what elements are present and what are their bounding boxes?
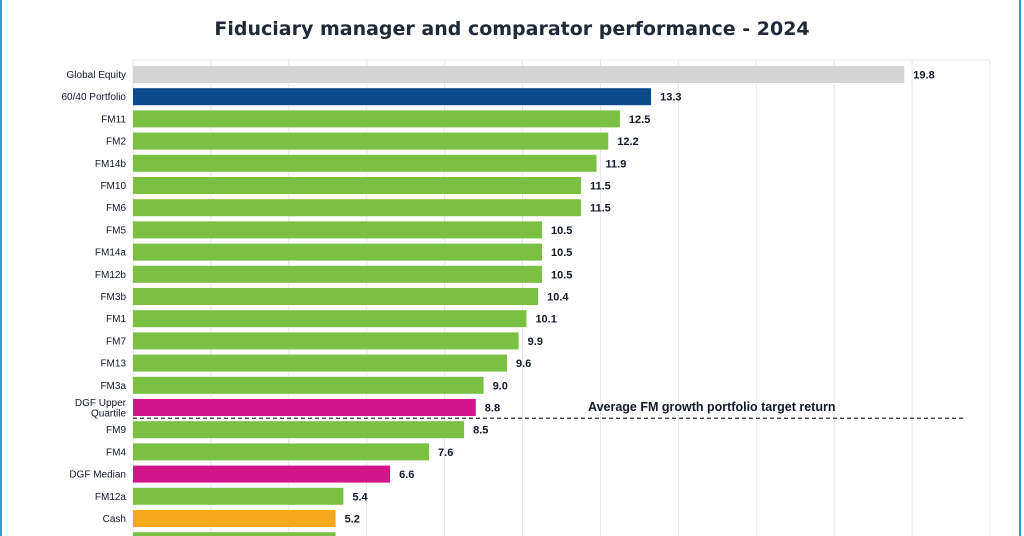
bar (133, 110, 620, 128)
value-label: 9.0 (493, 380, 508, 392)
bar (133, 443, 430, 461)
value-label: 6.6 (399, 469, 414, 481)
bar (133, 421, 465, 439)
category-label: FM6 (106, 203, 126, 214)
category-label: Global Equity (67, 70, 126, 81)
category-label: FM7 (106, 336, 126, 347)
category-label: FM11 (101, 114, 126, 125)
value-labels: 19.8 13.3 12.5 12.2 11.9 11.5 11.5 10.5 10.5 10.5… (345, 70, 935, 526)
value-label: 12.5 (629, 114, 650, 126)
value-label: 11.5 (590, 181, 611, 193)
category-label: FM14a (95, 248, 127, 259)
bar (133, 243, 543, 261)
bar (133, 332, 519, 350)
annotation: Average FM growth portfolio target retur… (133, 400, 966, 419)
value-label: 9.6 (516, 358, 531, 370)
category-labels: Global Equity 60/40 Portfolio FM11 FM2 FM14b… (62, 70, 127, 525)
value-label: 11.9 (606, 158, 627, 170)
value-label: 9.9 (528, 336, 543, 348)
category-label: FM4 (106, 447, 126, 458)
category-label: FM3a (100, 381, 126, 392)
value-label: 7.6 (438, 447, 453, 459)
category-label: Quartile (91, 408, 126, 419)
category-label: DGF Upper (75, 398, 127, 409)
category-label: FM14b (95, 159, 127, 170)
value-label: 5.2 (345, 514, 360, 526)
bar (133, 154, 597, 172)
value-label: 10.5 (551, 247, 572, 259)
value-label: 11.5 (590, 203, 611, 215)
bar (133, 132, 609, 150)
value-label: 19.8 (913, 70, 934, 82)
category-label: FM13 (100, 359, 126, 370)
bar (133, 88, 652, 106)
category-label: FM1 (106, 314, 126, 325)
category-label: FM10 (100, 181, 126, 192)
bar (133, 354, 507, 372)
bar (133, 288, 539, 305)
value-label: 8.5 (473, 425, 488, 437)
value-label: 10.5 (551, 269, 572, 281)
value-label: 5.4 (352, 491, 368, 503)
bar (133, 177, 581, 194)
bars (133, 66, 905, 536)
category-label: 60/40 Portfolio (62, 92, 127, 103)
bar (133, 532, 336, 536)
bar (133, 376, 484, 394)
bar (133, 465, 391, 483)
category-label: FM9 (106, 425, 126, 436)
category-label: FM12a (95, 492, 127, 503)
bar (133, 199, 581, 217)
bar (133, 66, 905, 83)
value-label: 10.5 (551, 225, 572, 237)
bar (133, 221, 543, 239)
value-label: 10.1 (535, 314, 556, 326)
bar (133, 265, 543, 283)
value-label: 12.2 (617, 136, 638, 148)
value-label: 13.3 (660, 92, 681, 104)
chart-title: Fiduciary manager and comparator perform… (214, 18, 810, 40)
bar (133, 510, 336, 527)
category-label: DGF Median (69, 470, 126, 481)
category-label: FM2 (106, 137, 126, 148)
annotation-label: Average FM growth portfolio target retur… (588, 400, 835, 414)
category-label: FM5 (106, 225, 126, 236)
value-label: 8.8 (485, 403, 500, 415)
bar (133, 310, 527, 328)
value-label: 10.4 (547, 292, 569, 304)
category-label: Cash (103, 514, 126, 525)
category-label: FM12b (95, 270, 127, 281)
bar (133, 487, 344, 505)
category-label: FM3b (100, 292, 126, 303)
bar (133, 399, 476, 416)
